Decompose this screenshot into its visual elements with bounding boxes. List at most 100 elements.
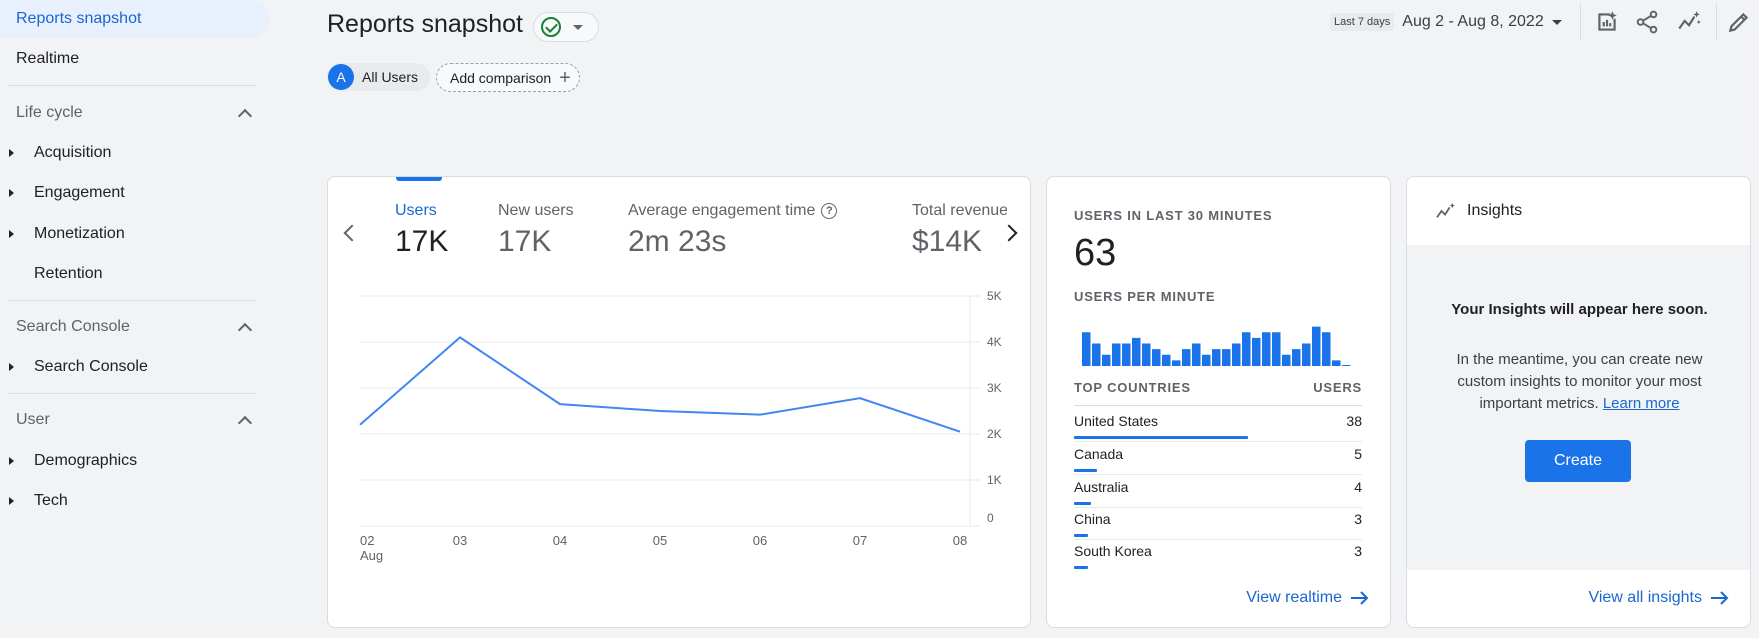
country-row[interactable]: Australia 4 bbox=[1074, 479, 1362, 511]
add-comparison-button[interactable]: Add comparison + bbox=[436, 63, 580, 92]
expand-arrow-icon bbox=[9, 149, 14, 157]
edit-pencil-icon[interactable] bbox=[1726, 9, 1752, 35]
sidebar-item-reports-snapshot[interactable]: Reports snapshot bbox=[0, 0, 270, 38]
divider bbox=[1074, 507, 1362, 508]
x-sub-label: Aug bbox=[360, 548, 383, 563]
insights-description: In the meantime, you can create new cust… bbox=[1437, 349, 1722, 415]
x-tick-label: 02 bbox=[360, 533, 374, 548]
minute-bar bbox=[1122, 343, 1131, 366]
metric-tab-users[interactable]: Users 17K bbox=[395, 202, 448, 259]
minute-bar bbox=[1152, 349, 1161, 366]
divider bbox=[1580, 4, 1581, 40]
insights-icon bbox=[1436, 202, 1455, 218]
sidebar-item-retention[interactable]: Retention bbox=[0, 255, 260, 293]
learn-more-link[interactable]: Learn more bbox=[1602, 395, 1680, 412]
minute-bar bbox=[1242, 332, 1251, 366]
divider bbox=[8, 393, 257, 394]
section-title: Search Console bbox=[16, 318, 130, 335]
sidebar-item-label: Search Console bbox=[34, 358, 148, 375]
minute-bar bbox=[1172, 360, 1181, 366]
country-users: 3 bbox=[1354, 511, 1362, 527]
country-row[interactable]: South Korea 3 bbox=[1074, 543, 1362, 575]
metric-tab-avg-engagement[interactable]: Average engagement time ? 2m 23s bbox=[628, 202, 838, 259]
arrow-right-icon bbox=[1351, 591, 1369, 605]
sidebar-item-realtime[interactable]: Realtime bbox=[0, 40, 79, 78]
column-header-users: USERS bbox=[1313, 380, 1362, 395]
country-row-text: Australia 4 bbox=[1074, 479, 1362, 495]
country-users: 5 bbox=[1354, 446, 1362, 462]
sidebar-item-engagement[interactable]: Engagement bbox=[0, 174, 260, 212]
report-status-dropdown[interactable] bbox=[533, 12, 599, 42]
x-tick-label: 07 bbox=[853, 533, 867, 548]
x-tick-label: 04 bbox=[553, 533, 567, 548]
caret-down-icon bbox=[573, 24, 583, 30]
view-all-insights-link[interactable]: View all insights bbox=[1588, 589, 1730, 607]
x-tick-label: 08 bbox=[953, 533, 967, 548]
sidebar-item-label: Engagement bbox=[34, 184, 125, 201]
metric-value: 17K bbox=[395, 225, 449, 258]
date-range-picker[interactable]: Last 7 days Aug 2 - Aug 8, 2022 bbox=[1330, 10, 1562, 34]
country-row[interactable]: Canada 5 bbox=[1074, 446, 1362, 478]
expand-arrow-icon bbox=[9, 363, 14, 371]
metric-label-wrap: Average engagement time ? bbox=[628, 202, 838, 220]
view-all-insights-label: View all insights bbox=[1588, 589, 1702, 606]
sidebar-item-label: Monetization bbox=[34, 225, 125, 242]
plus-icon: + bbox=[559, 66, 571, 89]
minute-bar bbox=[1082, 332, 1091, 366]
expand-arrow-icon bbox=[9, 230, 14, 238]
add-comparison-label: Add comparison bbox=[450, 69, 552, 86]
country-row[interactable]: China 3 bbox=[1074, 511, 1362, 543]
minute-bar bbox=[1302, 343, 1311, 366]
country-bar bbox=[1074, 534, 1088, 537]
chevron-up-icon bbox=[237, 415, 253, 430]
y-tick-label: 3K bbox=[987, 381, 1002, 395]
sidebar-item-demographics[interactable]: Demographics bbox=[0, 442, 260, 480]
share-icon[interactable] bbox=[1634, 9, 1660, 35]
y-tick-label: 0 bbox=[987, 511, 994, 525]
sidebar-item-label: Realtime bbox=[16, 50, 80, 67]
minute-bar bbox=[1112, 343, 1121, 366]
metric-tab-new-users[interactable]: New users 17K bbox=[498, 202, 574, 259]
insights-body-text: In the meantime, you can create new cust… bbox=[1456, 351, 1703, 412]
country-bar bbox=[1074, 436, 1248, 439]
country-users: 38 bbox=[1346, 413, 1362, 429]
metric-label: Users bbox=[395, 202, 437, 219]
view-realtime-link[interactable]: View realtime bbox=[1246, 589, 1370, 607]
minute-bar bbox=[1262, 332, 1271, 366]
sidebar: Reports snapshot Realtime Life cycle Acq… bbox=[0, 0, 272, 638]
help-icon[interactable]: ? bbox=[821, 203, 838, 219]
insights-header: Insights bbox=[1407, 177, 1750, 245]
expand-arrow-icon bbox=[9, 189, 14, 197]
customize-report-icon[interactable] bbox=[1594, 9, 1620, 35]
country-bar bbox=[1074, 469, 1097, 472]
view-realtime-label: View realtime bbox=[1246, 589, 1342, 606]
x-tick-label: 05 bbox=[653, 533, 667, 548]
metric-label: Average engagement time bbox=[628, 202, 816, 219]
section-life-cycle[interactable]: Life cycle bbox=[0, 94, 258, 132]
country-row-text: China 3 bbox=[1074, 511, 1362, 527]
insights-heading: Your Insights will appear here soon. bbox=[1451, 301, 1708, 318]
sidebar-item-acquisition[interactable]: Acquisition bbox=[0, 134, 260, 172]
sidebar-item-monetization[interactable]: Monetization bbox=[0, 215, 260, 253]
sidebar-item-search-console[interactable]: Search Console bbox=[0, 348, 260, 386]
country-row[interactable]: United States 38 bbox=[1074, 413, 1362, 445]
country-row-text: South Korea 3 bbox=[1074, 543, 1362, 559]
y-tick-label: 5K bbox=[987, 289, 1002, 303]
insights-title: Insights bbox=[1467, 202, 1523, 219]
chevron-up-icon bbox=[237, 322, 253, 337]
realtime-card: USERS IN LAST 30 MINUTES 63 USERS PER MI… bbox=[1046, 176, 1391, 628]
create-insight-button[interactable]: Create bbox=[1525, 440, 1631, 482]
country-name: South Korea bbox=[1074, 543, 1152, 559]
realtime-value: 63 bbox=[1074, 232, 1117, 274]
metric-tab-total-revenue[interactable]: Total revenue $14K bbox=[912, 202, 1007, 259]
segment-chip-all-users[interactable]: A All Users bbox=[327, 63, 431, 91]
sidebar-item-tech[interactable]: Tech bbox=[0, 482, 260, 520]
top-countries-header: TOP COUNTRIES USERS bbox=[1074, 380, 1362, 395]
section-user[interactable]: User bbox=[0, 401, 258, 439]
segment-label: All Users bbox=[362, 69, 419, 85]
expand-arrow-icon bbox=[9, 497, 14, 505]
section-search-console[interactable]: Search Console bbox=[0, 308, 258, 346]
insights-card: Insights Your Insights will appear here … bbox=[1406, 176, 1751, 628]
insights-icon[interactable] bbox=[1676, 9, 1702, 35]
divider bbox=[8, 300, 257, 301]
